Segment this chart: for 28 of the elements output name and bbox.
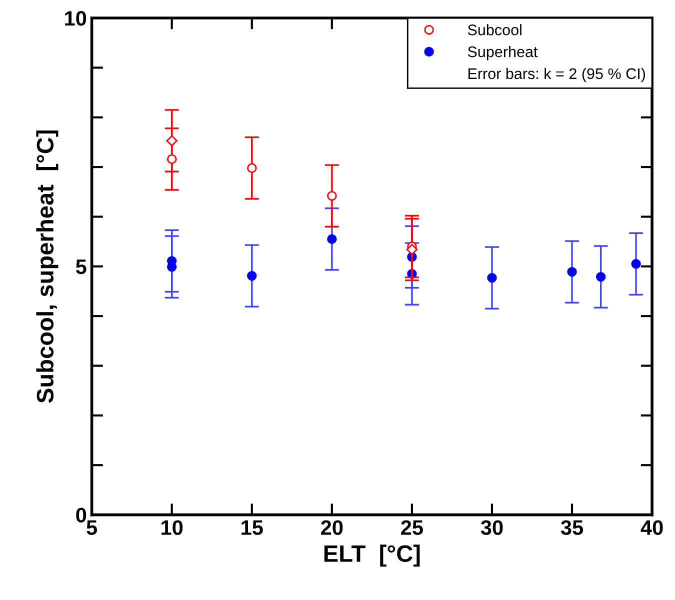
point [327,190,337,201]
x-tick-label: 25 [401,520,423,535]
point [166,262,177,272]
point [166,135,178,146]
point [487,272,497,283]
point [596,272,606,282]
x-tick-label: 35 [560,520,584,535]
y-tick-label: 5 [76,260,86,274]
x-tick-label: 30 [480,520,503,535]
x-tick-label: 10 [162,520,183,535]
x-axis-title: ELT [°C] [324,544,420,567]
point [406,244,418,256]
y-tick-label: 0 [76,508,86,523]
x-tick-label: 20 [321,520,343,535]
y-axis-title: Subcool, superheat [°C] [36,130,58,403]
point [247,270,257,281]
annotation: Error bars: k = 2 (95 % CI) [468,68,645,82]
point [166,154,177,164]
legend-label: Subcool [468,24,522,36]
point [327,234,337,244]
legend-label: Superheat [468,46,538,60]
point [631,259,641,269]
x-tick-label: 40 [640,520,663,535]
x-tick-label: 5 [86,520,98,535]
x-tick-label: 15 [242,520,263,535]
point [567,267,577,277]
y-tick-label: 10 [65,11,86,26]
point [247,163,257,173]
